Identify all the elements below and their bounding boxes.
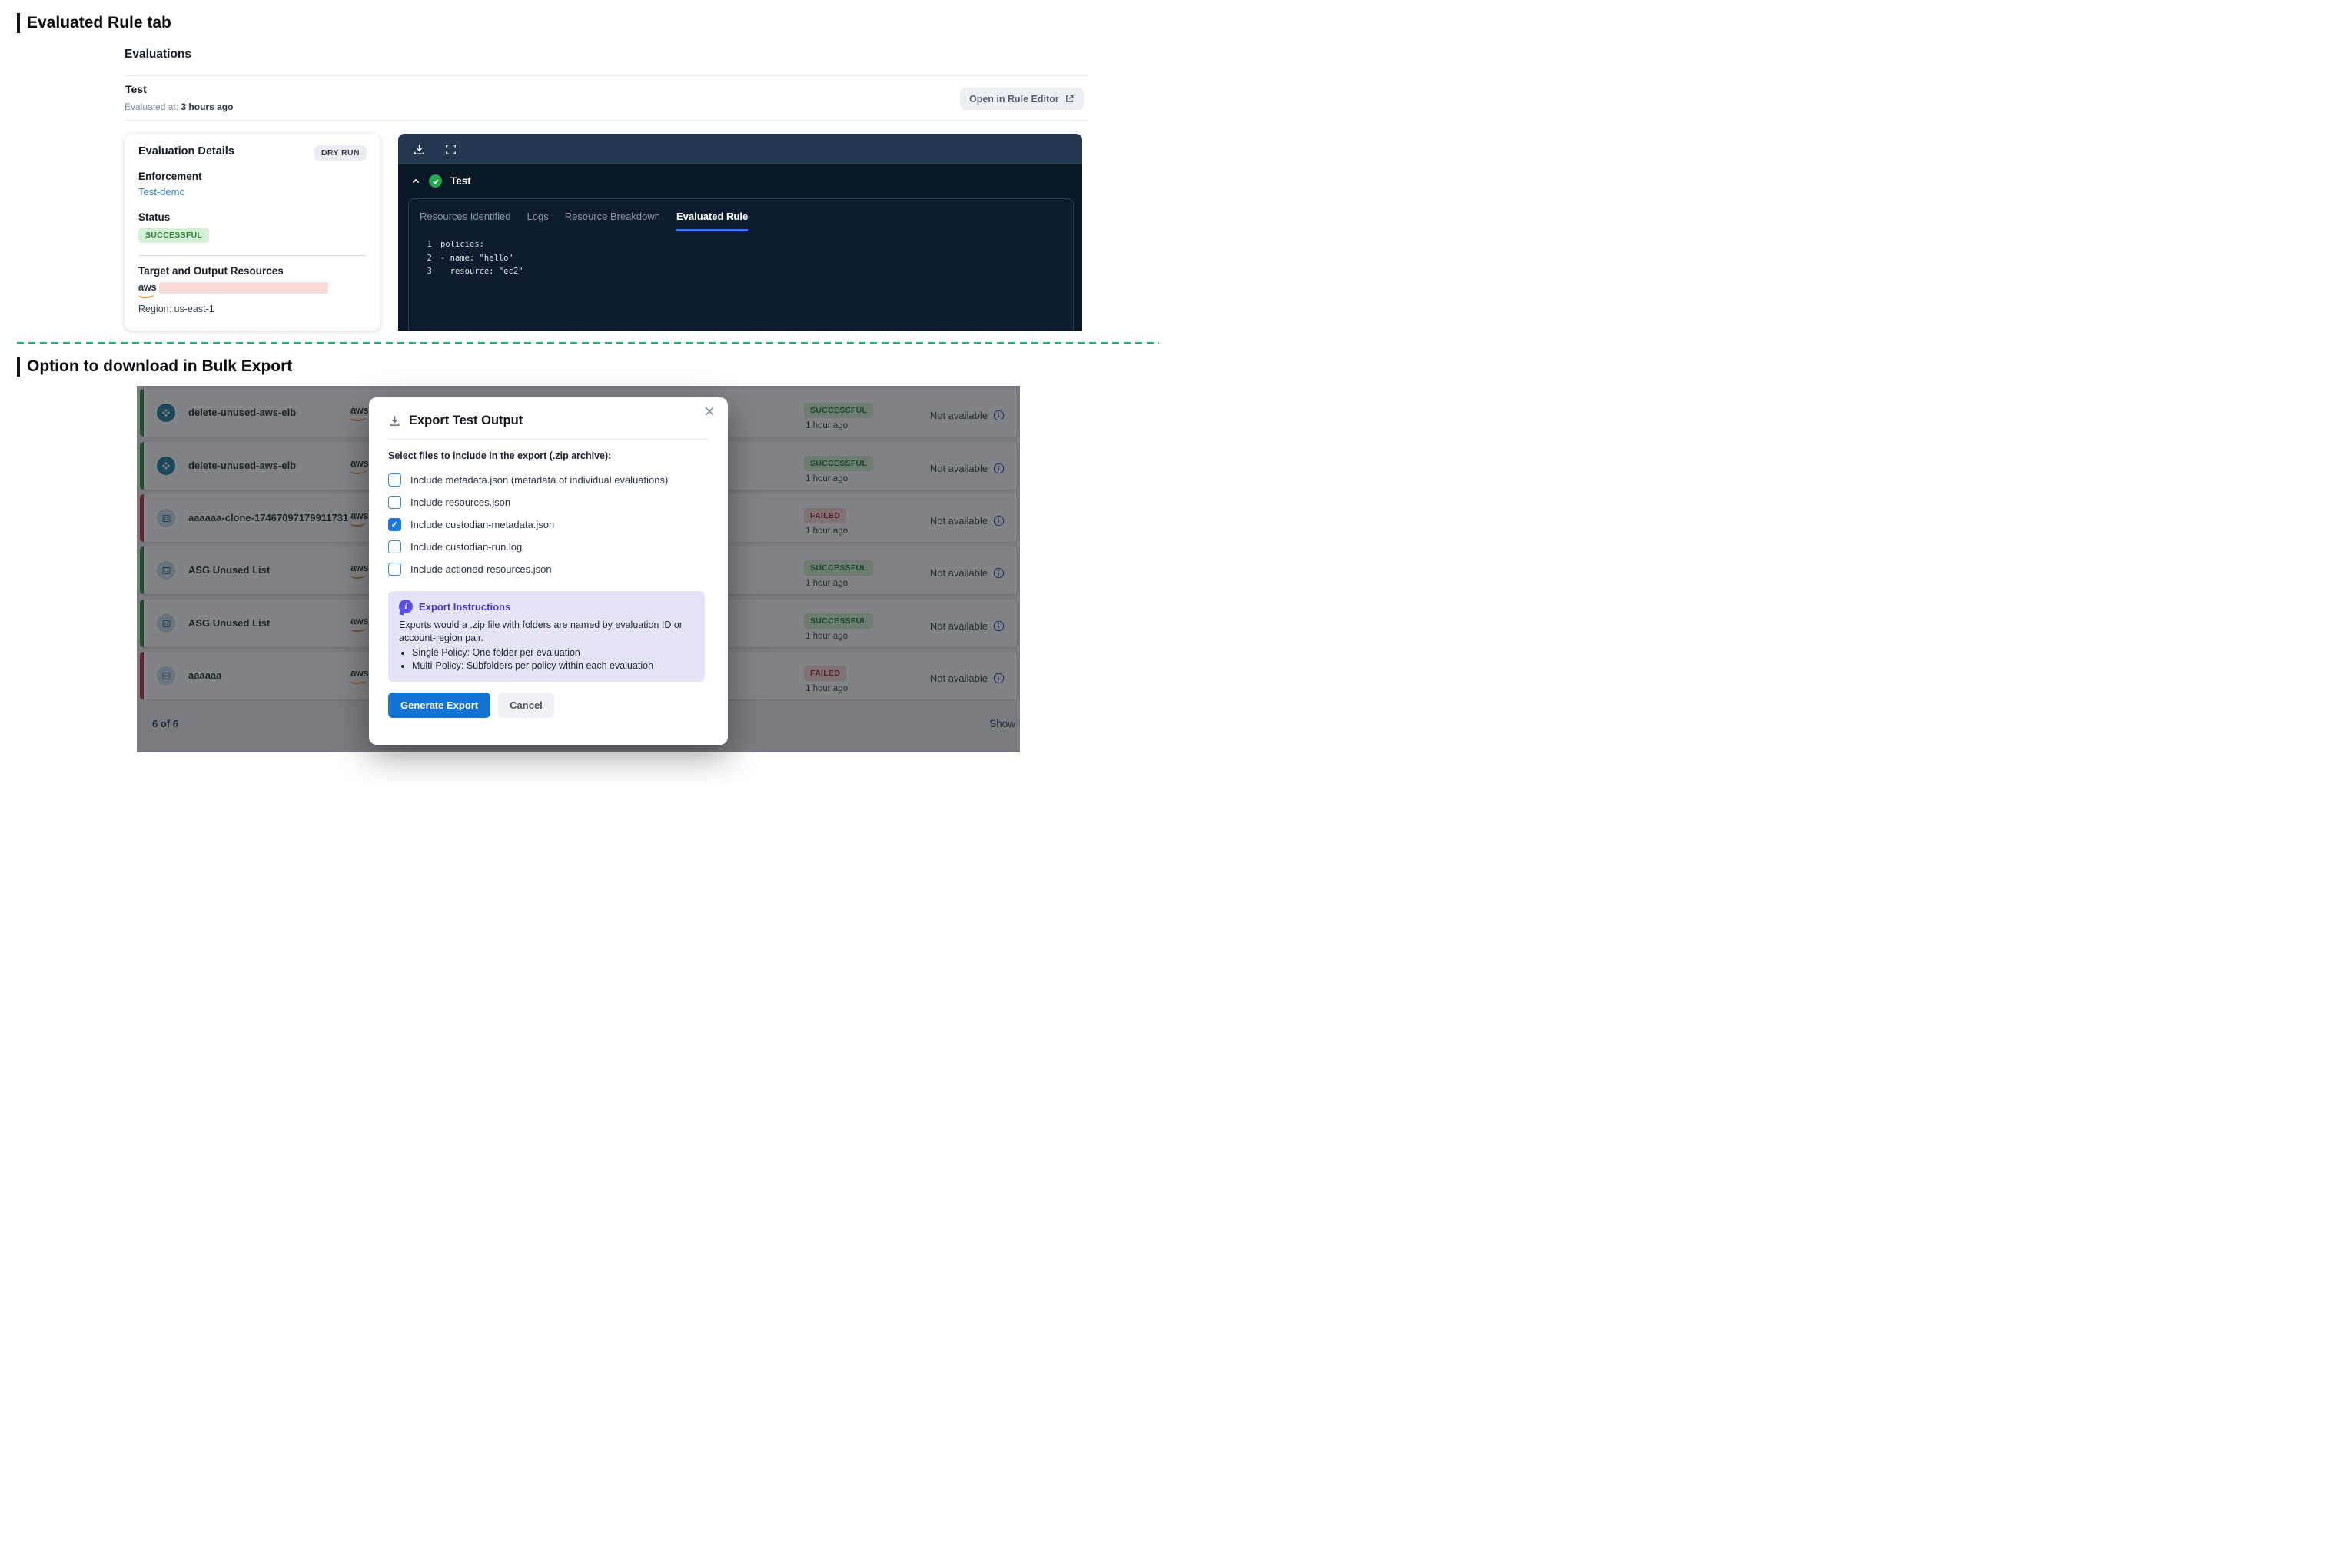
evaluation-group-name: Test [450, 175, 471, 187]
checkbox-list: Include metadata.json (metadata of indiv… [388, 469, 709, 580]
checkbox-label: Include custodian-run.log [410, 541, 523, 553]
divider [138, 255, 367, 256]
evaluation-name: Test [125, 83, 147, 95]
enforcement-label: Enforcement [138, 171, 202, 182]
checkbox-label: Include custodian-metadata.json [410, 519, 555, 530]
success-check-icon [429, 174, 442, 188]
generate-export-button[interactable]: Generate Export [388, 693, 491, 718]
divider [388, 439, 709, 440]
divider [125, 120, 1088, 121]
export-instructions-box: i Export Instructions Exports would a .z… [388, 591, 705, 682]
target-resources-label: Target and Output Resources [138, 265, 284, 277]
export-test-output-modal: ✕ Export Test Output Select files to inc… [369, 397, 728, 745]
code-line: 2- name: "hello" [427, 253, 513, 263]
modal-title: Export Test Output [409, 414, 523, 427]
target-resource-row: aws [138, 281, 367, 298]
bullet-single-policy: Single Policy: One folder per evaluation [412, 646, 694, 659]
section-heading-text: Evaluated Rule tab [27, 14, 171, 32]
checkbox-label: Include metadata.json (metadata of indiv… [410, 474, 669, 486]
card-title: Evaluation Details [138, 145, 234, 158]
open-in-rule-editor-label: Open in Rule Editor [969, 93, 1059, 105]
section-heading-text: Option to download in Bulk Export [27, 357, 293, 375]
fullscreen-icon[interactable] [444, 143, 457, 156]
tab-resource-breakdown[interactable]: Resource Breakdown [564, 211, 661, 222]
status-label: Status [138, 211, 171, 223]
open-in-rule-editor-button[interactable]: Open in Rule Editor [960, 88, 1084, 110]
bullet-multi-policy: Multi-Policy: Subfolders per policy with… [412, 659, 694, 673]
info-bubble-icon: i [399, 600, 413, 613]
tab-logs[interactable]: Logs [527, 211, 549, 222]
code-line: 1 policies: [427, 240, 484, 249]
divider [125, 75, 1088, 76]
enforcement-link[interactable]: Test-demo [138, 186, 185, 198]
heading-bar [17, 13, 20, 33]
export-instructions-bullets: Single Policy: One folder per evaluation… [412, 646, 694, 672]
evaluation-output-viewer: Test Resources Identified Logs Resource … [398, 134, 1082, 331]
result-panel: Resources Identified Logs Resource Break… [408, 198, 1074, 331]
dry-run-badge: DRY RUN [314, 145, 367, 161]
cancel-button[interactable]: Cancel [498, 693, 554, 718]
external-link-icon [1065, 95, 1074, 102]
evaluations-header: Evaluations [125, 48, 191, 61]
page: Evaluated Rule tab Evaluations Test Eval… [0, 0, 1176, 784]
tab-resources-identified[interactable]: Resources Identified [420, 211, 511, 222]
evaluation-group-row[interactable]: Test [398, 164, 1082, 188]
evaluation-details-card: Evaluation Details DRY RUN Enforcement T… [125, 134, 380, 331]
viewer-body: Test Resources Identified Logs Resource … [398, 164, 1082, 331]
region-text: Region: us-east-1 [138, 304, 214, 314]
download-icon[interactable] [413, 143, 426, 156]
evaluated-at-value: 3 hours ago [181, 101, 234, 112]
evaluated-at-label: Evaluated at: [125, 101, 179, 112]
checkbox-actioned-resources-json[interactable]: Include actioned-resources.json [388, 558, 709, 580]
checkbox-unchecked[interactable] [388, 496, 401, 509]
checkbox-custodian-run-log[interactable]: Include custodian-run.log [388, 536, 709, 558]
checkbox-custodian-metadata-json[interactable]: ✓ Include custodian-metadata.json [388, 513, 709, 536]
checkbox-metadata-json[interactable]: Include metadata.json (metadata of indiv… [388, 469, 709, 491]
result-tabs: Resources Identified Logs Resource Break… [409, 199, 1073, 231]
checkbox-resources-json[interactable]: Include resources.json [388, 491, 709, 513]
close-icon[interactable]: ✕ [703, 404, 716, 420]
checkbox-label: Include resources.json [410, 497, 511, 508]
export-instructions-body: Exports would a .zip file with folders a… [399, 620, 683, 643]
code-line: 3 resource: "ec2" [427, 267, 523, 276]
dashed-separator [17, 342, 1159, 344]
download-icon [390, 416, 400, 426]
tab-evaluated-rule[interactable]: Evaluated Rule [676, 211, 749, 231]
yaml-code-block: 1 policies: 2- name: "hello" 3 resource: … [409, 238, 1073, 279]
checkbox-unchecked[interactable] [388, 563, 401, 576]
chevron-up-icon[interactable] [411, 177, 420, 186]
section-heading-bulk-export: Option to download in Bulk Export [17, 357, 292, 377]
heading-bar [17, 357, 20, 377]
aws-logo: aws [138, 281, 157, 298]
section-heading-evaluated-rule: Evaluated Rule tab [17, 13, 171, 33]
checkbox-checked[interactable]: ✓ [388, 518, 401, 531]
redacted-resource-name [159, 282, 329, 294]
evaluated-at: Evaluated at: 3 hours ago [125, 101, 233, 112]
status-badge: SUCCESSFUL [138, 228, 210, 243]
select-files-label: Select files to include in the export (.… [388, 450, 612, 461]
checkbox-label: Include actioned-resources.json [410, 563, 552, 575]
viewer-toolbar [398, 134, 1082, 164]
checkbox-unchecked[interactable] [388, 540, 401, 553]
checkbox-unchecked[interactable] [388, 473, 401, 487]
export-instructions-title: Export Instructions [419, 600, 511, 613]
